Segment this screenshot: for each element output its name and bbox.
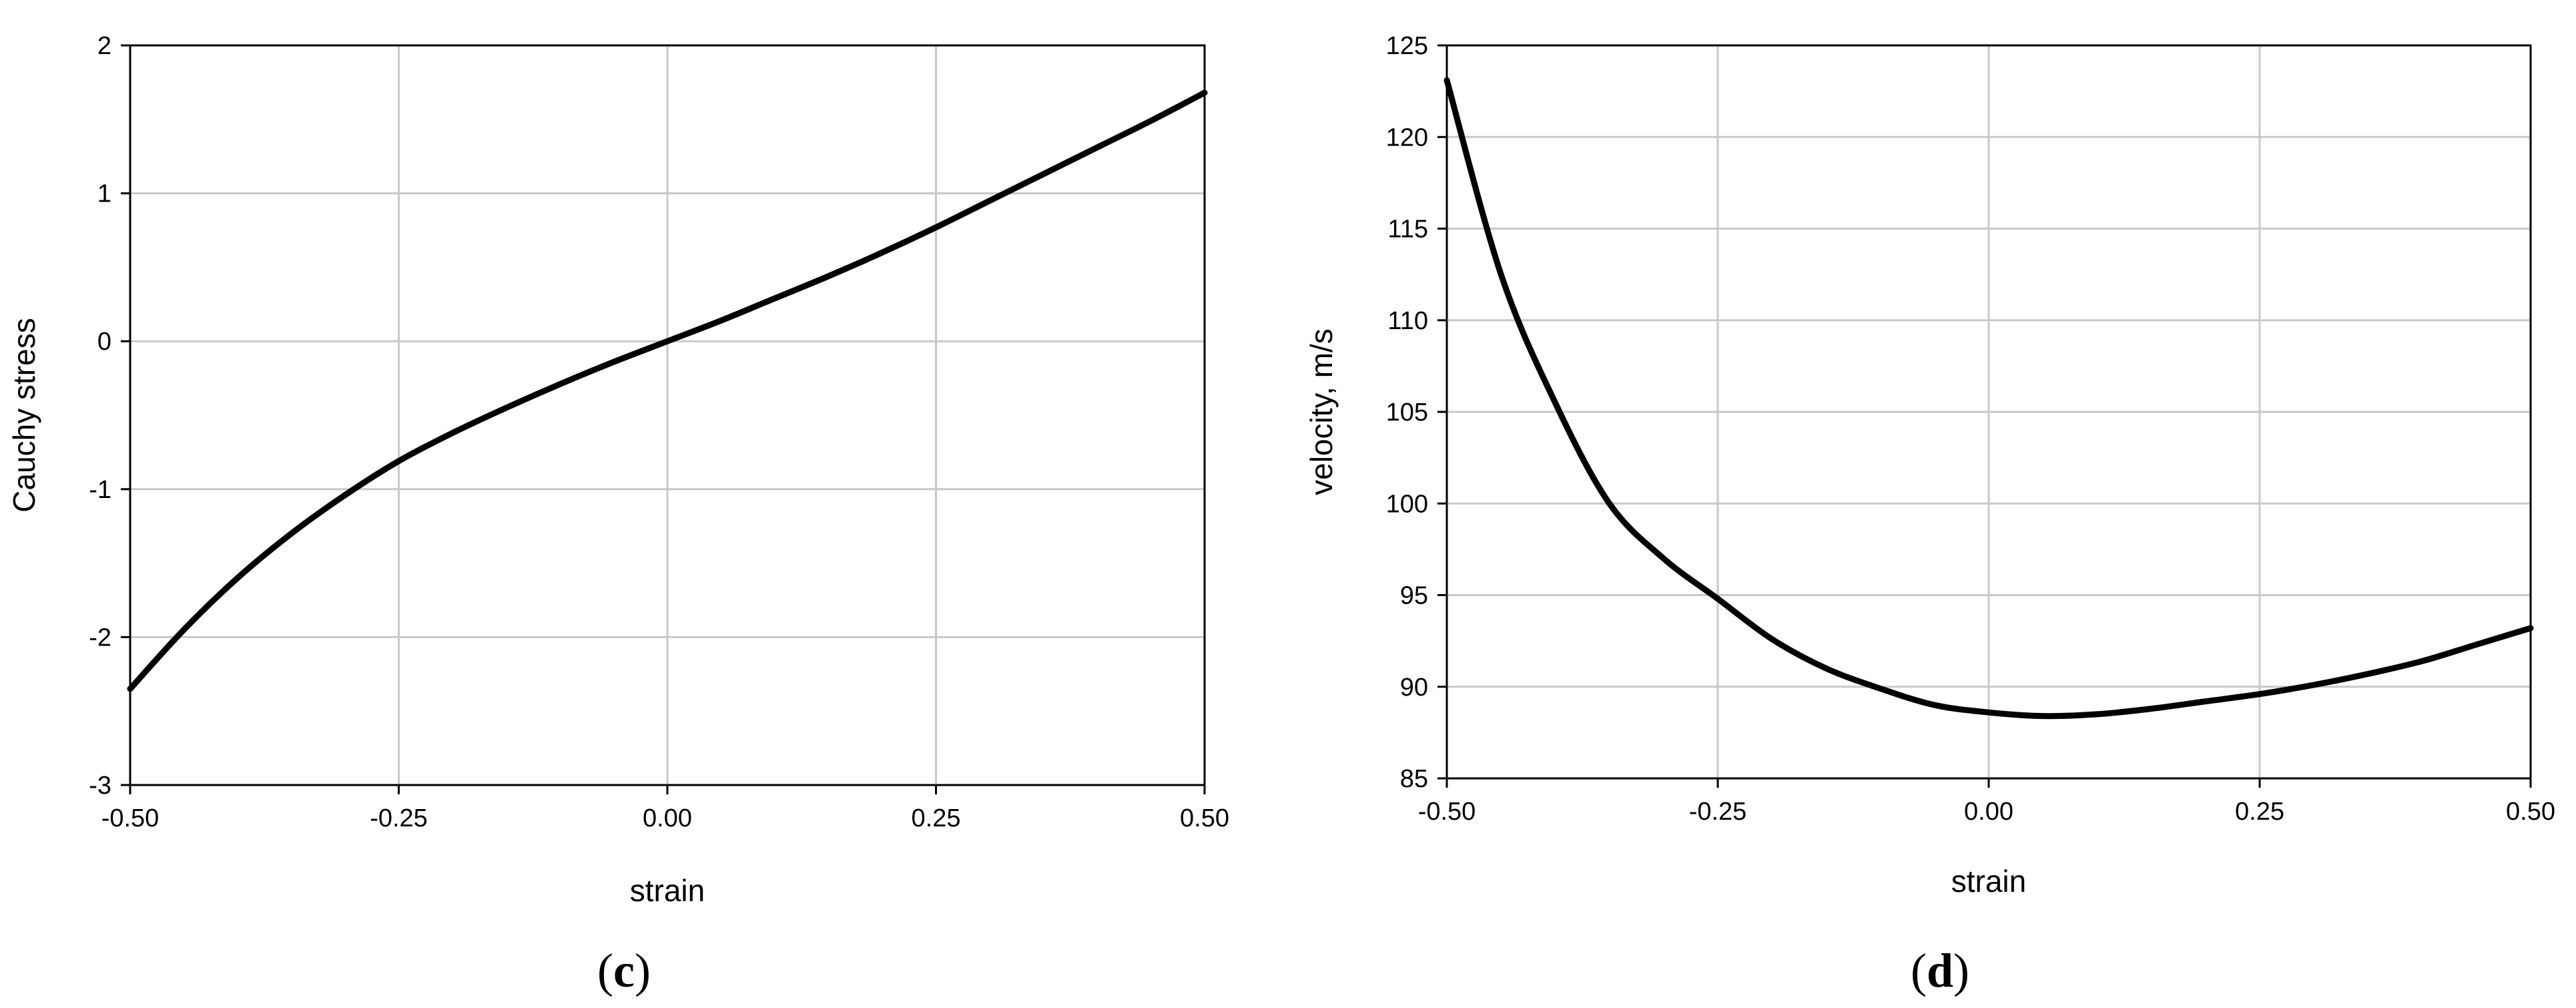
chart-d-y-tick-label: 125 xyxy=(1386,32,1428,60)
chart-d-x-tick-label: -0.25 xyxy=(1689,798,1747,826)
chart-c-x-tick-label: 0.25 xyxy=(912,804,961,832)
chart-c-series xyxy=(127,89,1208,692)
chart-d-y-tick-label: 100 xyxy=(1386,490,1428,518)
chart-d-x-tick-label: 0.25 xyxy=(2235,798,2284,826)
chart-c-y-tick-label: -2 xyxy=(89,623,111,652)
chart-d-series-line xyxy=(1443,77,2534,720)
chart-d-y-tick-label: 105 xyxy=(1386,399,1428,427)
chart-d-y-axis-title: velocity, m/s xyxy=(1304,328,1339,495)
chart-panel-d: -0.50 -0.25 0.00 0.25 0.50 85 90 95 100 105 110 115… xyxy=(1304,32,2555,997)
chart-d-x-axis-title: strain xyxy=(1951,864,2026,899)
chart-c-series-line xyxy=(127,89,1208,692)
chart-d-y-tick-label: 95 xyxy=(1400,582,1428,610)
chart-d-series xyxy=(1443,77,2534,720)
chart-d-ticks: -0.50 -0.25 0.00 0.25 0.50 85 90 95 100 105 110 115… xyxy=(1386,32,2555,826)
chart-d-y-tick-label: 110 xyxy=(1387,307,1428,335)
chart-c-panel-letter: c xyxy=(613,944,635,997)
chart-c-ticks: -0.50 -0.25 0.00 0.25 0.50 -3 -2 -1 0 1 2 xyxy=(89,32,1229,832)
chart-c-y-tick-label: 0 xyxy=(97,328,111,356)
chart-c-x-tick-label: 0.50 xyxy=(1180,804,1229,832)
chart-c-y-tick-label: -3 xyxy=(89,772,111,800)
chart-c-panel-label: (c) xyxy=(597,944,651,997)
chart-c-y-tick-label: 2 xyxy=(97,32,111,60)
chart-c-x-tick-label: -0.50 xyxy=(101,804,159,832)
chart-d-y-tick-label: 120 xyxy=(1386,123,1428,152)
chart-c-x-tick-label: 0.00 xyxy=(643,804,692,832)
chart-d-x-tick-label: 0.50 xyxy=(2506,798,2555,826)
chart-c-y-axis-title: Cauchy stress xyxy=(7,318,41,512)
chart-d-y-tick-label: 85 xyxy=(1400,765,1428,793)
chart-c-x-axis-title: strain xyxy=(630,873,705,908)
chart-d-x-tick-label: -0.50 xyxy=(1418,798,1476,826)
chart-d-x-tick-label: 0.00 xyxy=(1964,798,2013,826)
chart-d-panel-letter: d xyxy=(1927,944,1953,997)
chart-d-grid xyxy=(1447,45,2531,778)
chart-d-y-tick-label: 90 xyxy=(1400,674,1428,702)
chart-panel-c: -0.50 -0.25 0.00 0.25 0.50 -3 -2 -1 0 1 2 strain C… xyxy=(7,32,1229,997)
chart-c-x-tick-label: -0.25 xyxy=(370,804,428,832)
chart-d-panel-label: (d) xyxy=(1911,944,1969,997)
chart-c-y-tick-label: 1 xyxy=(97,180,111,208)
chart-c-y-tick-label: -1 xyxy=(89,476,111,504)
chart-d-y-tick-label: 115 xyxy=(1387,216,1428,244)
